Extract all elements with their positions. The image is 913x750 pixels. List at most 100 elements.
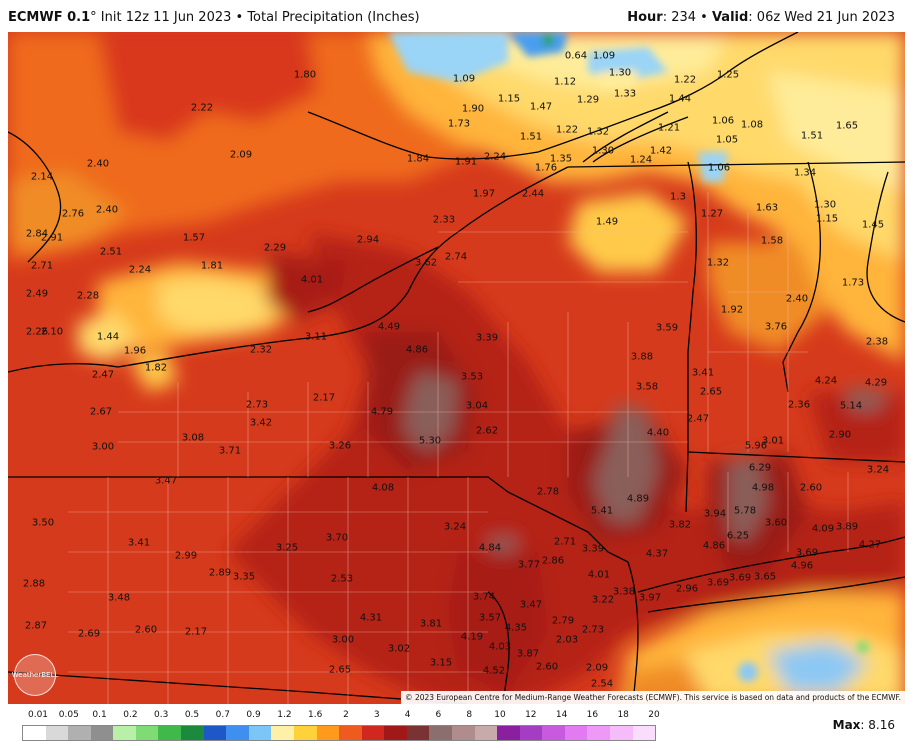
light-precip-blobs [388, 32, 869, 682]
legend-tick-label: 10 [494, 710, 506, 720]
legend-swatch [474, 726, 498, 740]
precip-value-label: 2.94 [356, 234, 380, 246]
precip-value-label: 2.90 [828, 429, 852, 441]
precip-value-label: 1.51 [800, 130, 824, 142]
legend-swatch [497, 726, 520, 740]
precip-value-label: 3.25 [275, 542, 299, 554]
precip-value-label: 3.74 [472, 591, 496, 603]
valid-value: : 06z Wed 21 Jun 2023 [748, 10, 895, 25]
precip-value-label: 1.73 [841, 277, 865, 289]
precip-value-label: 4.49 [377, 321, 401, 333]
legend-swatch [135, 726, 159, 740]
legend-tick-label: 14 [555, 710, 568, 720]
legend-tick-label: 16 [586, 710, 599, 720]
precip-value-label: 2.91 [40, 232, 64, 244]
precip-value-label: 1.51 [519, 131, 543, 143]
precip-value-label: 3.94 [703, 508, 727, 520]
precip-value-label: 2.65 [328, 664, 352, 676]
precip-value-label: 3.89 [835, 521, 859, 533]
precip-value-label: 3.76 [764, 321, 788, 333]
precip-value-label: 3.02 [387, 643, 411, 655]
precip-value-label: 3.70 [325, 532, 349, 544]
precipitation-map[interactable]: 1.80 0.64 1.09 1.09 1.30 1.12 1.22 1.25 1.33 1.15… [8, 32, 905, 704]
precip-value-label: 4.96 [790, 560, 814, 572]
precip-value-label: 2.71 [553, 536, 577, 548]
precip-value-label: 2.54 [590, 678, 614, 690]
hour-label: Hour [627, 10, 663, 25]
legend-tick-label: 0.7 [215, 710, 230, 720]
hour-value: : 234 • [662, 10, 712, 25]
precip-value-label: 1.65 [835, 120, 859, 132]
precip-value-label: 3.38 [612, 586, 636, 598]
legend-tick-label: 0.01 [27, 710, 49, 720]
precip-value-label: 3.50 [31, 517, 55, 529]
precip-value-label: 1.22 [555, 124, 579, 136]
precip-value-label: 3.47 [519, 599, 543, 611]
precip-value-label: 3.41 [127, 537, 151, 549]
precip-value-label: 2.09 [585, 662, 609, 674]
precip-value-label: 2.79 [551, 615, 575, 627]
precip-value-label: 1.57 [182, 232, 206, 244]
precip-value-label: 5.30 [418, 435, 442, 447]
precip-value-label: 1.91 [454, 156, 478, 168]
init-description: ° Init 12z 11 Jun 2023 • Total Precipita… [90, 10, 420, 25]
precip-value-label: 1.47 [529, 101, 553, 113]
precip-value-label: 4.40 [646, 427, 670, 439]
precip-value-label: 3.58 [635, 381, 659, 393]
precip-value-label: 2.40 [95, 204, 119, 216]
precip-value-label: 1.22 [673, 74, 697, 86]
precip-value-label: 3.22 [591, 594, 615, 606]
precip-value-label: 1.25 [716, 69, 740, 81]
precip-value-label: 2.86 [541, 555, 565, 567]
legend-swatch [158, 726, 182, 740]
precip-value-label: 2.33 [432, 214, 456, 226]
precip-value-label: 1.42 [649, 145, 673, 157]
legend-tick-label: 20 [648, 710, 660, 720]
precip-value-label: 2.74 [444, 251, 468, 263]
precip-value-label: 3.26 [328, 440, 352, 452]
precip-value-label: 1.24 [629, 154, 653, 166]
precip-value-label: 2.40 [785, 293, 809, 305]
precip-value-label: 4.31 [359, 612, 383, 624]
precip-value-label: 1.21 [657, 122, 681, 134]
precip-value-label: 1.30 [591, 145, 615, 157]
precip-value-label: 2.87 [24, 620, 48, 632]
precip-value-label: 2.84 [25, 228, 49, 240]
legend-swatch [248, 726, 272, 740]
precip-value-label: 3.24 [443, 521, 467, 533]
precip-value-label: 3.69 [795, 547, 819, 559]
precip-value-label: 3.69 [706, 577, 730, 589]
precip-value-label: 3.00 [331, 634, 355, 646]
precip-value-label: 2.38 [865, 336, 889, 348]
precip-value-label: 2.44 [521, 188, 545, 200]
precip-value-label: 2.40 [86, 158, 110, 170]
precipitation-field [8, 32, 905, 704]
precip-value-label: 2.99 [174, 550, 198, 562]
precip-value-label: 4.03 [488, 641, 512, 653]
precip-value-label: 1.32 [706, 257, 730, 269]
legend-tick-label: 4 [404, 710, 411, 720]
precip-value-label: 1.06 [711, 115, 735, 127]
precip-value-label: 3.87 [516, 648, 540, 660]
precip-value-label: 6.25 [726, 530, 750, 542]
precip-value-label: 3.08 [181, 432, 205, 444]
precip-value-label: 2.60 [799, 482, 823, 494]
legend-swatch [45, 726, 69, 740]
precip-value-label: 3.48 [107, 592, 131, 604]
color-legend: 0.01 0.05 0.1 0.2 0.3 0.5 0.7 0.9 1.2 1.6 2 3 4 6 8 10 1… [8, 708, 905, 750]
precip-value-label: 4.01 [587, 569, 611, 581]
precip-value-label: 3.42 [249, 417, 273, 429]
precip-value-label: 3.81 [419, 618, 443, 630]
precip-value-label: 2.22 [190, 102, 214, 114]
legend-swatch [587, 726, 611, 740]
precip-value-label: 2.24 [483, 151, 507, 163]
precip-value-label: 2.51 [99, 246, 123, 258]
precip-value-label: 3.00 [91, 441, 115, 453]
precip-value-label: 0.64 [564, 50, 588, 62]
precip-value-label: 2.60 [134, 624, 158, 636]
legend-swatch [610, 726, 633, 740]
max-value: Max: 8.16 [833, 718, 895, 732]
legend-tick-label: 18 [617, 710, 629, 720]
legend-swatch [316, 726, 340, 740]
precip-value-label: 4.79 [370, 406, 394, 418]
